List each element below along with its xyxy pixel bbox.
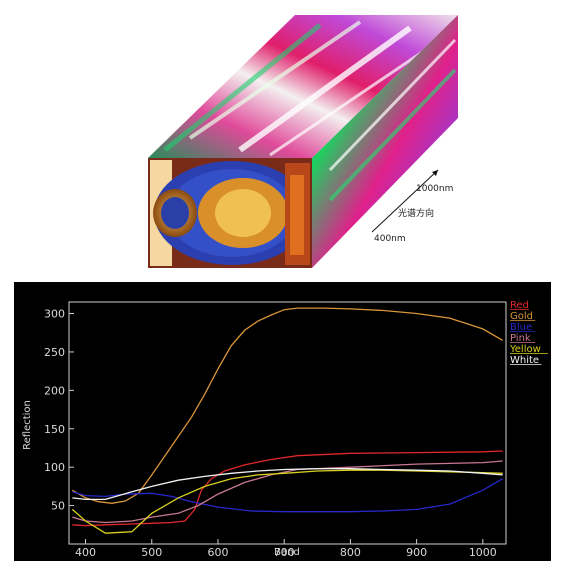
x-tick-label: 1000 xyxy=(469,546,497,559)
series-lines xyxy=(71,307,504,534)
hyperspectral-cube: 1000nm 光谱方向 400nm xyxy=(148,15,458,268)
y-tick-label: 150 xyxy=(44,423,65,436)
wavelength-bottom-label: 400nm xyxy=(374,234,406,244)
series-line-white xyxy=(72,468,503,501)
y-tick-label: 200 xyxy=(44,384,65,397)
cube-front-image xyxy=(148,158,312,268)
spectral-chart: 50 100 150 200 250 300 400 500 600 700 800 900 1000… xyxy=(14,282,551,561)
y-tick-label: 100 xyxy=(44,461,65,474)
y-tick-label: 50 xyxy=(51,500,65,513)
legend-item-pink: Pink xyxy=(510,333,531,344)
x-axis-ticks: 400 500 600 700 800 900 1000 xyxy=(75,539,497,559)
x-tick-label: 400 xyxy=(75,546,96,559)
x-tick-label: 900 xyxy=(406,546,427,559)
y-axis-ticks: 50 100 150 200 250 300 xyxy=(44,308,74,513)
x-tick-label: 500 xyxy=(141,546,162,559)
x-axis-title: Band xyxy=(274,547,300,558)
series-line-gold xyxy=(71,307,504,504)
legend-item-red: Red xyxy=(510,300,529,311)
legend-item-gold: Gold xyxy=(510,311,533,322)
spectral-direction-arrow xyxy=(371,169,439,233)
y-tick-label: 300 xyxy=(44,308,65,321)
legend-item-yellow: Yellow xyxy=(509,344,541,355)
y-axis-title: Reflection xyxy=(22,400,33,450)
series-line-red xyxy=(72,450,503,527)
plot-frame xyxy=(68,301,507,545)
series-line-blue xyxy=(72,478,504,513)
x-tick-label: 600 xyxy=(207,546,228,559)
legend-item-white: White xyxy=(510,355,539,366)
x-tick-label: 800 xyxy=(340,546,361,559)
x-tick-label: 700 xyxy=(274,546,295,559)
series-line-yellow xyxy=(71,469,503,534)
y-tick-label: 250 xyxy=(44,346,65,359)
wavelength-top-label: 1000nm xyxy=(416,184,453,194)
spectral-direction-label: 光谱方向 xyxy=(398,207,434,219)
chart-background xyxy=(14,282,551,561)
legend-item-blue: Blue xyxy=(510,322,532,333)
series-line-pink xyxy=(72,460,503,524)
